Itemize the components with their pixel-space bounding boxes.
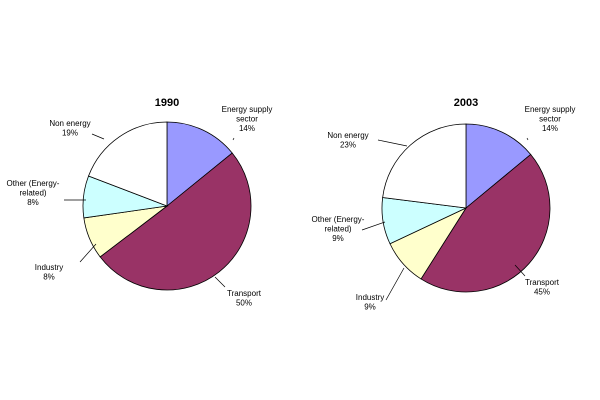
slice-value-label: 45% (534, 288, 550, 297)
slice-value-label: 8% (27, 198, 39, 207)
pie-slice-2003-1 (420, 153, 551, 293)
slice-label-2003-4: Non energy 23% (327, 131, 368, 150)
pie-slice-1990-1 (99, 152, 252, 291)
slice-name-label: Transport (227, 289, 262, 298)
slice-label-1990-3: Other (Energy-related) 8% (7, 179, 60, 207)
pie-1990: Energy supply sector 14% Transport 50% Indust… (7, 105, 273, 308)
slice-label-1990-2: Industry 8% (35, 263, 63, 282)
slice-label-2003-0: Energy supply sector 14% (525, 105, 576, 133)
pie-title-1990: 1990 (155, 97, 179, 109)
slice-value-label: 23% (340, 141, 356, 150)
slice-name-label: Non energy (327, 131, 368, 140)
slice-value-label: 19% (62, 129, 78, 138)
leader-line-2003-3 (361, 221, 386, 231)
leader-line-2003-1 (514, 264, 526, 277)
slice-value-label: 14% (239, 124, 255, 133)
leader-line-2003-4 (377, 139, 408, 147)
slice-label-2003-3: Other (Energy-related) 9% (312, 215, 365, 243)
pie-2003: Energy supply sector 14% Transport 45% Indust… (312, 105, 576, 312)
slice-name-label: Non energy (49, 119, 90, 128)
slice-label-1990-1: Transport 50% (227, 289, 262, 308)
slice-value-label: 50% (236, 299, 252, 308)
slice-value-label: 9% (332, 234, 344, 243)
slice-value-label: 9% (364, 303, 376, 312)
pie-title-2003: 2003 (454, 97, 478, 109)
slice-name-label: sector (236, 115, 258, 124)
leader-line-2003-2 (385, 267, 405, 301)
slice-name-label: Energy supply (525, 105, 576, 114)
slice-label-1990-0: Energy supply sector 14% (222, 105, 273, 133)
slice-name-label: related) (324, 225, 351, 234)
leader-line-1990-4 (91, 133, 105, 140)
pie-slice-1990-0 (166, 121, 233, 207)
leader-line-1990-2 (79, 243, 97, 263)
slice-value-label: 8% (43, 273, 55, 282)
pie-slice-1990-4 (88, 121, 168, 207)
slice-name-label: Other (Energy- (7, 179, 60, 188)
leader-line-1990-0 (232, 137, 235, 141)
slice-label-2003-2: Industry 9% (356, 293, 384, 312)
slice-label-1990-4: Non energy 19% (49, 119, 90, 138)
slice-name-label: Industry (35, 263, 63, 272)
leader-line-1990-1 (214, 276, 226, 288)
slice-name-label: Other (Energy- (312, 215, 365, 224)
slice-name-label: Energy supply (222, 105, 273, 114)
slice-name-label: Transport (525, 278, 560, 287)
pie-slice-2003-4 (382, 123, 467, 209)
slice-label-2003-1: Transport 45% (525, 278, 560, 297)
leader-line-2003-0 (526, 137, 529, 141)
pie-slice-2003-0 (465, 123, 532, 209)
slice-value-label: 14% (542, 124, 558, 133)
slice-name-label: Industry (356, 293, 384, 302)
slice-name-label: related) (19, 189, 46, 198)
slice-name-label: sector (539, 115, 561, 124)
